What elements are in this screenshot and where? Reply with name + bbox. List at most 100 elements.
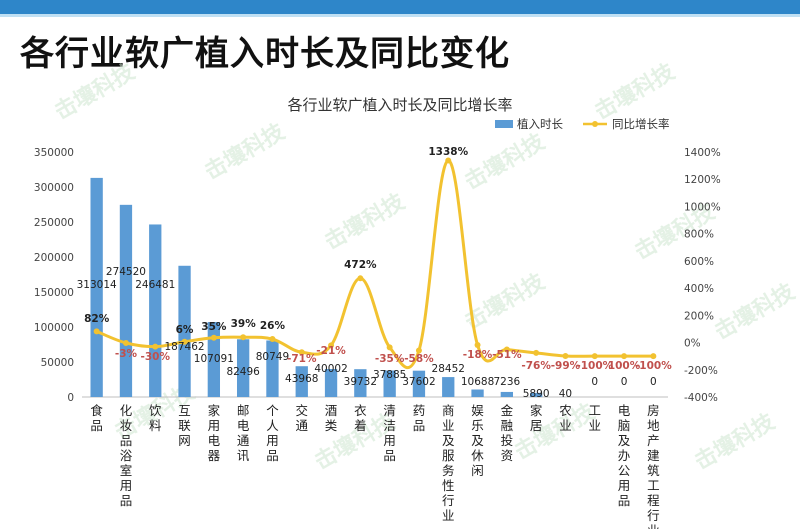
line-value-label: -71% <box>287 353 317 365</box>
x-category-label: 家居 <box>530 403 543 433</box>
line-value-label: -3% <box>115 348 138 360</box>
bar-6 <box>266 340 279 397</box>
y-right-tick-label: 1400% <box>684 147 721 159</box>
x-category-label: 娱乐及休闲 <box>471 403 484 478</box>
bar-value-label: 37885 <box>373 369 406 381</box>
bar-14 <box>500 391 514 397</box>
legend-bar-label: 植入时长 <box>517 117 563 131</box>
legend-line-marker <box>592 121 598 127</box>
x-category-label: 化妆品浴室用品 <box>120 403 133 508</box>
y-left-tick-label: 100000 <box>34 322 74 334</box>
growth-point-5 <box>240 334 247 341</box>
x-category-label: 电脑及办公用品 <box>618 403 631 508</box>
x-category-label: 饮料 <box>149 403 162 433</box>
y-right-tick-label: 0% <box>684 338 701 350</box>
x-category-label: 药品 <box>413 403 426 433</box>
x-category-label: 房地产建筑工程行业 <box>647 403 660 529</box>
y-right-tick-label: 200% <box>684 310 714 322</box>
bar-8 <box>324 368 338 397</box>
y-right-tick-label: -400% <box>684 392 718 404</box>
y-right-tick-label: 1000% <box>684 201 721 213</box>
line-value-label: -21% <box>316 345 346 357</box>
bar-value-label: 107091 <box>194 353 234 365</box>
bar-4 <box>207 322 221 397</box>
growth-point-1 <box>122 339 129 346</box>
growth-point-15 <box>533 349 540 356</box>
chart-title: 各行业软广植入时长及同比增长率 <box>287 96 513 114</box>
watermark-text: 击壤科技 <box>690 408 780 475</box>
growth-point-8 <box>328 342 335 349</box>
growth-point-18 <box>621 353 628 360</box>
page-title: 各行业软广植入时长及同比变化 <box>20 34 510 74</box>
growth-point-16 <box>562 353 569 360</box>
growth-point-0 <box>93 328 100 335</box>
watermark-text: 击壤科技 <box>200 118 290 185</box>
x-category-label: 酒类 <box>325 403 338 433</box>
x-category-label: 衣着 <box>354 403 367 433</box>
watermark-text: 击壤科技 <box>50 58 140 125</box>
line-value-label: -30% <box>141 351 171 363</box>
y-left-tick-label: 50000 <box>41 357 74 369</box>
bar-0 <box>90 177 103 397</box>
growth-point-2 <box>152 343 159 350</box>
growth-point-14 <box>503 346 510 353</box>
bar-value-label: 40002 <box>314 363 347 375</box>
growth-point-19 <box>650 353 657 360</box>
bar-12 <box>442 377 455 397</box>
watermark-text: 击壤科技 <box>460 128 550 195</box>
line-value-label: -51% <box>492 349 522 361</box>
bar-7 <box>295 366 308 397</box>
y-left-tick-label: 300000 <box>34 182 74 194</box>
line-value-label: -100% <box>576 360 613 372</box>
line-value-label: 26% <box>260 320 286 332</box>
watermark-text: 击壤科技 <box>590 58 680 125</box>
watermark-text: 击壤科技 <box>320 188 410 255</box>
bar-value-label: 82496 <box>226 366 260 378</box>
bar-value-label: 39732 <box>344 376 377 388</box>
bar-9 <box>354 369 367 397</box>
legend-bar-swatch <box>495 120 513 128</box>
line-value-label: 6% <box>176 324 194 336</box>
growth-point-17 <box>591 353 598 360</box>
growth-point-4 <box>210 334 217 341</box>
bar-value-label: 274520 <box>106 266 146 278</box>
x-category-label: 金融投资 <box>501 403 514 463</box>
legend-line-label: 同比增长率 <box>612 117 670 131</box>
line-value-label: -18% <box>463 349 493 361</box>
growth-point-10 <box>386 344 393 351</box>
bar-1 <box>119 204 133 397</box>
x-category-label: 家用电器 <box>208 403 221 463</box>
bar-5 <box>236 339 250 397</box>
line-value-label: 39% <box>231 318 257 330</box>
bar-value-label: 313014 <box>77 279 117 291</box>
growth-point-6 <box>269 336 276 343</box>
y-right-tick-label: 1200% <box>684 174 721 186</box>
growth-point-13 <box>474 342 481 349</box>
bar-15 <box>529 392 543 397</box>
line-value-label: 100% <box>608 360 641 372</box>
bar-value-label: 28452 <box>432 363 465 375</box>
header-bar <box>0 0 800 14</box>
line-value-label: 35% <box>201 321 227 333</box>
y-right-tick-label: 800% <box>684 229 714 241</box>
bar-2 <box>149 224 162 397</box>
bar-value-label: 246481 <box>135 279 175 291</box>
y-left-tick-label: 0 <box>67 392 74 404</box>
x-category-label: 工业 <box>588 403 601 433</box>
growth-point-12 <box>445 157 452 164</box>
line-value-label: 82% <box>84 313 110 325</box>
bar-value-label: 37602 <box>402 376 435 388</box>
x-category-label: 食品 <box>90 403 103 433</box>
line-value-label: -35% <box>375 353 405 365</box>
header-divider <box>0 14 800 17</box>
line-value-label: 1338% <box>428 146 468 158</box>
x-category-label: 邮电通讯 <box>237 403 250 463</box>
x-category-label: 商业及服务性行业 <box>442 403 455 523</box>
line-value-label: -76% <box>521 360 551 372</box>
bar-11 <box>412 370 426 397</box>
bar-value-label: 7236 <box>493 376 520 388</box>
line-value-label: -100% <box>635 360 672 372</box>
watermark-text: 击壤科技 <box>510 398 600 465</box>
line-value-label: -99% <box>551 360 581 372</box>
